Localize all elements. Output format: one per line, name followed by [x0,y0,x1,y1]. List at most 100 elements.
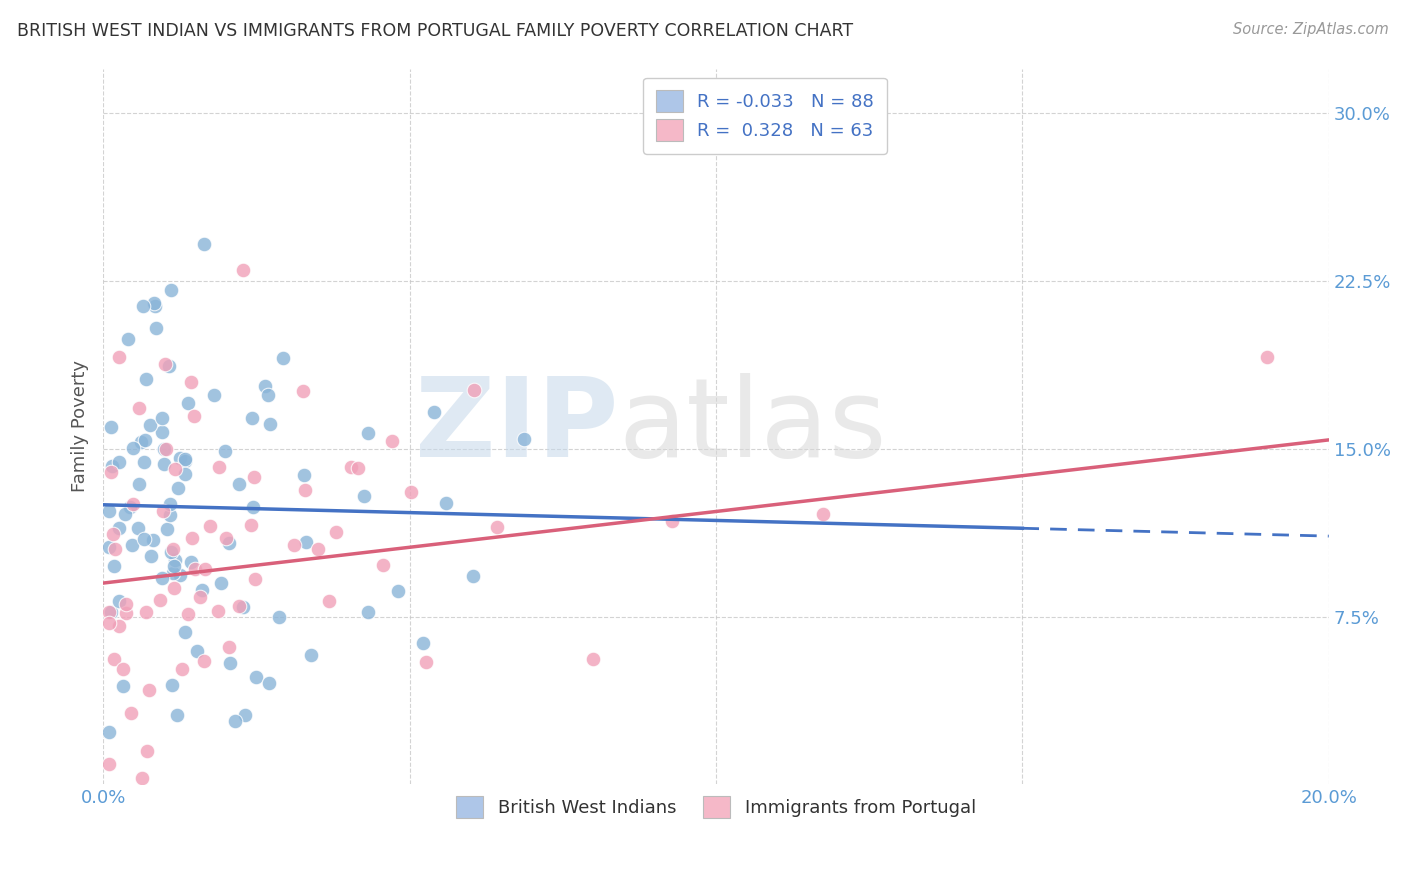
Point [162,566,184,580]
Point [177,396,200,410]
Point [131,771,153,785]
Point [173,454,195,468]
Point [180,555,202,569]
Point [98,725,121,739]
Point [108,351,131,365]
Point [98,540,121,554]
Point [141,549,163,563]
Point [115,607,138,621]
Point [132,455,155,469]
Legend: British West Indians, Immigrants from Portugal: British West Indians, Immigrants from Po… [449,789,983,825]
Point [423,405,446,419]
Point [143,295,166,310]
Point [399,485,422,500]
Point [135,605,157,619]
Point [233,708,256,723]
Point [170,662,193,676]
Point [98,605,121,619]
Point [194,562,217,576]
Point [1256,351,1278,365]
Point [412,636,434,650]
Point [283,538,305,552]
Point [117,333,139,347]
Point [202,388,225,402]
Point [224,714,246,729]
Text: atlas: atlas [617,373,886,480]
Point [153,357,176,371]
Point [152,442,174,457]
Point [145,321,167,335]
Point [98,756,121,771]
Point [271,351,294,366]
Point [128,477,150,491]
Point [163,462,186,476]
Point [121,441,143,455]
Point [160,678,183,692]
Point [415,655,437,669]
Point [208,459,231,474]
Text: ZIP: ZIP [415,373,617,480]
Point [218,536,240,550]
Point [340,460,363,475]
Point [243,470,266,484]
Point [325,525,347,540]
Point [169,451,191,466]
Point [150,571,173,585]
Point [242,500,264,514]
Point [294,483,316,497]
Point [243,572,266,586]
Point [143,299,166,313]
Point [157,359,180,373]
Point [228,476,250,491]
Point [191,582,214,597]
Point [193,237,215,252]
Point [267,610,290,624]
Point [108,619,131,633]
Text: Source: ZipAtlas.com: Source: ZipAtlas.com [1233,22,1389,37]
Point [100,606,122,620]
Point [174,625,197,640]
Point [259,417,281,431]
Point [193,654,215,668]
Point [188,590,211,604]
Point [108,521,131,535]
Point [128,401,150,416]
Point [186,643,208,657]
Point [98,504,121,518]
Point [138,417,160,432]
Point [118,500,141,514]
Point [112,679,135,693]
Point [108,455,131,469]
Point [160,545,183,559]
Point [163,553,186,567]
Point [232,599,254,614]
Point [173,467,195,481]
Point [104,542,127,557]
Point [98,616,121,631]
Point [148,593,170,607]
Point [166,482,188,496]
Point [292,384,315,398]
Point [135,372,157,386]
Point [215,531,238,545]
Point [256,388,278,402]
Point [299,648,322,662]
Point [152,504,174,518]
Point [373,558,395,572]
Point [153,457,176,471]
Point [183,409,205,423]
Point [661,514,683,528]
Point [138,682,160,697]
Point [127,521,149,535]
Point [162,542,184,557]
Point [240,518,263,533]
Point [582,651,605,665]
Point [434,496,457,510]
Point [387,583,409,598]
Point [463,383,485,397]
Point [156,522,179,536]
Point [318,594,340,608]
Point [120,706,142,720]
Point [129,434,152,449]
Point [253,379,276,393]
